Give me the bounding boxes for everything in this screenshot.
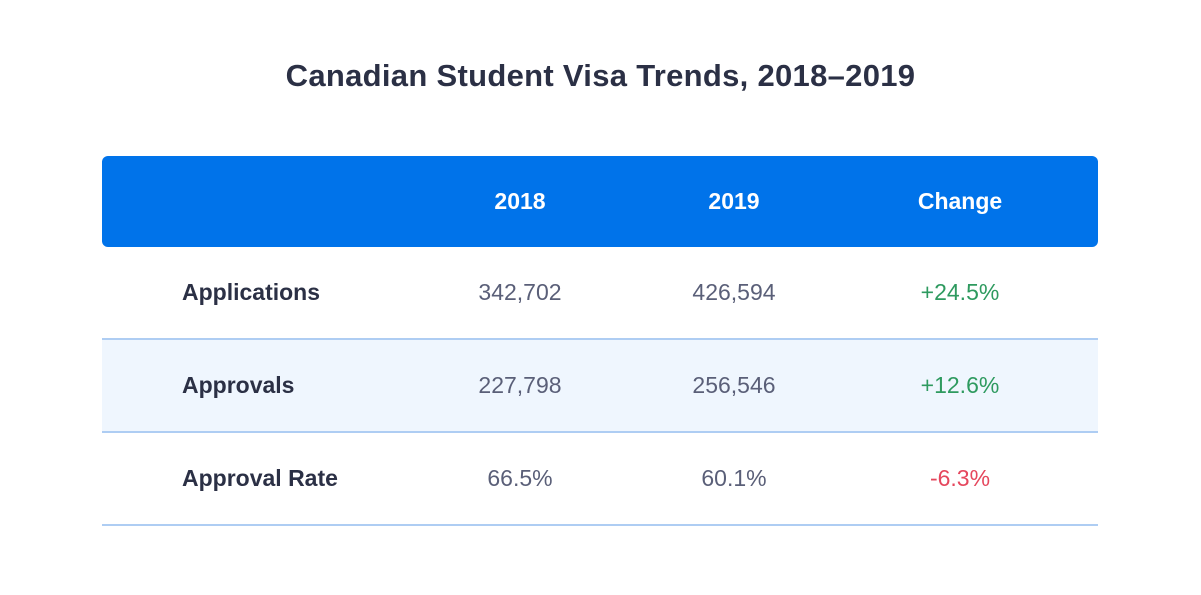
value-2018: 66.5% xyxy=(487,465,553,491)
data-table: 2018 2019 Change Applications 342,702 42… xyxy=(102,156,1098,526)
value-2018: 342,702 xyxy=(478,279,562,305)
table-row: Approvals 227,798 256,546 +12.6% xyxy=(102,340,1098,433)
value-2019: 256,546 xyxy=(692,372,776,398)
value-change: -6.3% xyxy=(929,465,991,491)
header-label-column xyxy=(182,156,442,247)
table-row: Approval Rate 66.5% 60.1% -6.3% xyxy=(102,433,1098,526)
header-change: Change xyxy=(917,188,1003,214)
header-2018: 2018 xyxy=(494,188,546,214)
table-header: 2018 2019 Change xyxy=(102,156,1098,247)
value-2019: 426,594 xyxy=(692,279,776,305)
value-change: +24.5% xyxy=(920,279,1000,305)
row-label: Approval Rate xyxy=(182,465,338,491)
value-change: +12.6% xyxy=(920,372,1000,398)
row-label: Applications xyxy=(182,279,321,305)
value-2018: 227,798 xyxy=(478,372,562,398)
value-2019: 60.1% xyxy=(701,465,767,491)
table-row: Applications 342,702 426,594 +24.5% xyxy=(102,247,1098,340)
row-label: Approvals xyxy=(182,372,295,398)
chart-title: Canadian Student Visa Trends, 2018–2019 xyxy=(285,58,916,93)
header-2019: 2019 xyxy=(708,188,760,214)
